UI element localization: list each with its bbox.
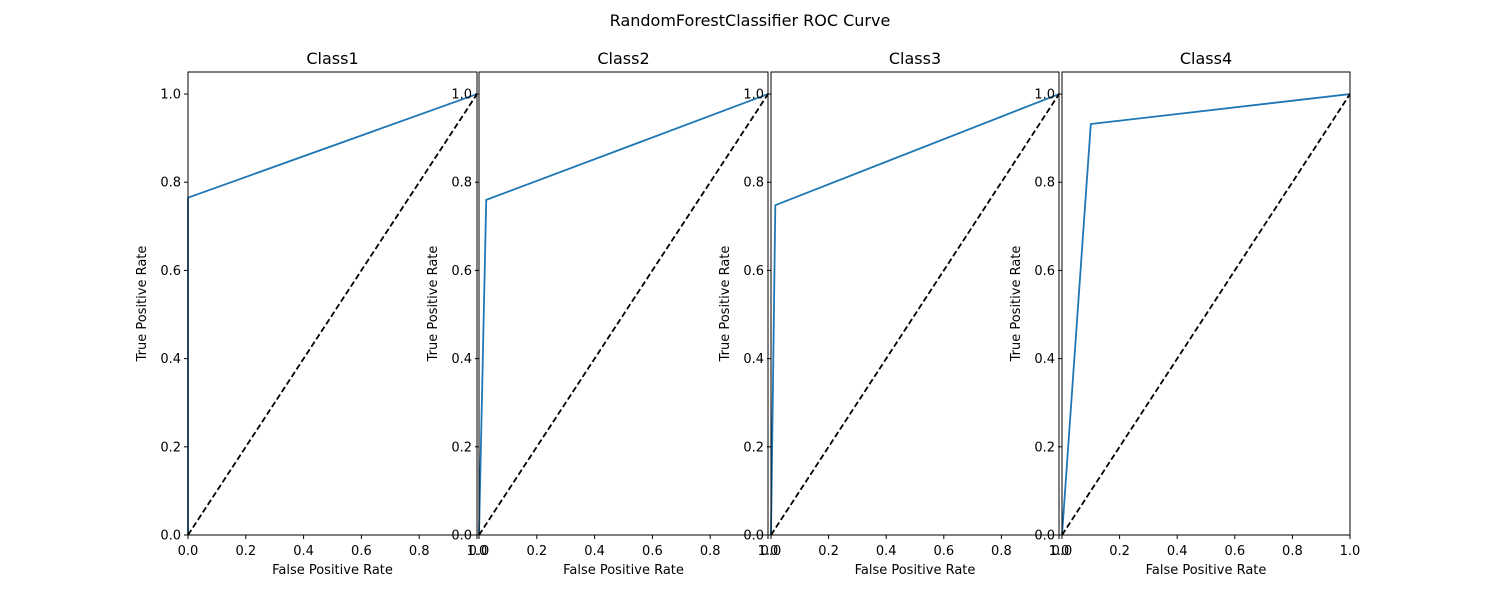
y-tick-label: 1.0 xyxy=(1034,88,1055,103)
y-tick-label: 0.8 xyxy=(1034,176,1055,191)
roc-curve-line xyxy=(478,93,769,536)
x-axis-label: False Positive Rate xyxy=(272,563,393,578)
subplot-title: Class4 xyxy=(1180,49,1232,68)
y-tick-label: 0.2 xyxy=(1034,440,1055,455)
axes-frame xyxy=(770,71,1060,536)
y-tick-label: 0.8 xyxy=(160,176,181,191)
x-tick-label: 0.0 xyxy=(178,544,199,559)
x-tick-label: 0.0 xyxy=(761,544,782,559)
x-tick-label: 0.6 xyxy=(642,544,663,559)
x-axis-label: False Positive Rate xyxy=(563,563,684,578)
x-tick-label: 1.0 xyxy=(467,544,488,559)
x-tick-label: 0.8 xyxy=(409,544,430,559)
x-tick-label: 0.8 xyxy=(991,544,1012,559)
y-tick-label: 0.4 xyxy=(743,352,764,367)
x-tick-label: 0.6 xyxy=(1224,544,1245,559)
x-tick-label: 1.0 xyxy=(758,544,779,559)
y-tick-label: 0.6 xyxy=(1034,264,1055,279)
subplot-3: 0.0 0.2 0.4 0.6 0.8 1.00.00.20.40.60.81.0Clas… xyxy=(718,49,1069,578)
x-tick-label: 0.4 xyxy=(876,544,897,559)
axes-background xyxy=(1062,72,1350,535)
x-tick-label: 0.4 xyxy=(293,544,314,559)
y-tick-label: 0.8 xyxy=(743,176,764,191)
y-tick-label: 0.4 xyxy=(451,352,472,367)
x-tick-label: 0.8 xyxy=(700,544,721,559)
y-axis-label: True Positive Rate xyxy=(426,246,441,363)
chance-line xyxy=(187,93,478,536)
x-tick-label: 0.8 xyxy=(1282,544,1303,559)
x-axis-label: False Positive Rate xyxy=(855,563,976,578)
subplot-4: 0.0 0.2 0.4 0.6 0.8 1.00.00.20.40.60.81.0Clas… xyxy=(1009,49,1360,578)
axes-frame xyxy=(478,71,769,536)
y-tick-label: 0.2 xyxy=(451,440,472,455)
y-axis-label: True Positive Rate xyxy=(135,246,150,363)
y-tick-label: 0.6 xyxy=(160,264,181,279)
y-tick-label: 0.4 xyxy=(1034,352,1055,367)
axes-frame xyxy=(187,71,478,536)
subplot-2: 0.0 0.2 0.4 0.6 0.8 1.00.00.20.40.60.81.0Clas… xyxy=(426,49,778,578)
x-tick-label: 1.0 xyxy=(1049,544,1070,559)
x-tick-label: 0.6 xyxy=(933,544,954,559)
y-tick-label: 1.0 xyxy=(160,88,181,103)
x-tick-label: 0.0 xyxy=(1052,544,1073,559)
chance-line xyxy=(478,93,769,536)
subplot-title: Class2 xyxy=(597,49,649,68)
axes-background xyxy=(188,72,477,535)
chance-line xyxy=(1061,93,1351,536)
y-axis-label: True Positive Rate xyxy=(1009,246,1024,363)
y-tick-label: 0.6 xyxy=(743,264,764,279)
subplots: 0.0 0.2 0.4 0.6 0.8 1.00.00.20.40.60.81.0Clas… xyxy=(135,49,1360,578)
y-tick-label: 0.6 xyxy=(451,264,472,279)
roc-curve-line xyxy=(770,93,1060,536)
chance-line xyxy=(770,93,1060,536)
x-axis-label: False Positive Rate xyxy=(1146,563,1267,578)
y-tick-label: 0.2 xyxy=(743,440,764,455)
y-tick-label: 0.0 xyxy=(451,529,472,544)
y-axis-label: True Positive Rate xyxy=(718,246,733,363)
roc-curve-line xyxy=(1061,93,1351,536)
y-tick-label: 0.0 xyxy=(1034,529,1055,544)
x-tick-label: 0.2 xyxy=(1109,544,1130,559)
y-tick-label: 0.4 xyxy=(160,352,181,367)
y-tick-label: 0.8 xyxy=(451,176,472,191)
y-tick-label: 0.0 xyxy=(160,529,181,544)
figure-title: RandomForestClassifier ROC Curve xyxy=(610,11,891,30)
subplot-title: Class3 xyxy=(889,49,941,68)
y-tick-label: 1.0 xyxy=(743,88,764,103)
x-tick-label: 0.6 xyxy=(351,544,372,559)
x-tick-label: 0.0 xyxy=(469,544,490,559)
y-tick-label: 0.0 xyxy=(743,529,764,544)
y-tick-label: 1.0 xyxy=(451,88,472,103)
x-tick-label: 0.4 xyxy=(1167,544,1188,559)
x-tick-label: 0.2 xyxy=(818,544,839,559)
axes-background xyxy=(771,72,1059,535)
axes-frame xyxy=(1061,71,1351,536)
subplot-1: 0.0 0.2 0.4 0.6 0.8 1.00.00.20.40.60.81.0Clas… xyxy=(135,49,487,578)
y-tick-label: 0.2 xyxy=(160,440,181,455)
x-tick-label: 1.0 xyxy=(1340,544,1361,559)
x-tick-label: 0.2 xyxy=(235,544,256,559)
subplot-title: Class1 xyxy=(306,49,358,68)
x-tick-label: 0.2 xyxy=(526,544,547,559)
x-tick-label: 0.4 xyxy=(584,544,605,559)
